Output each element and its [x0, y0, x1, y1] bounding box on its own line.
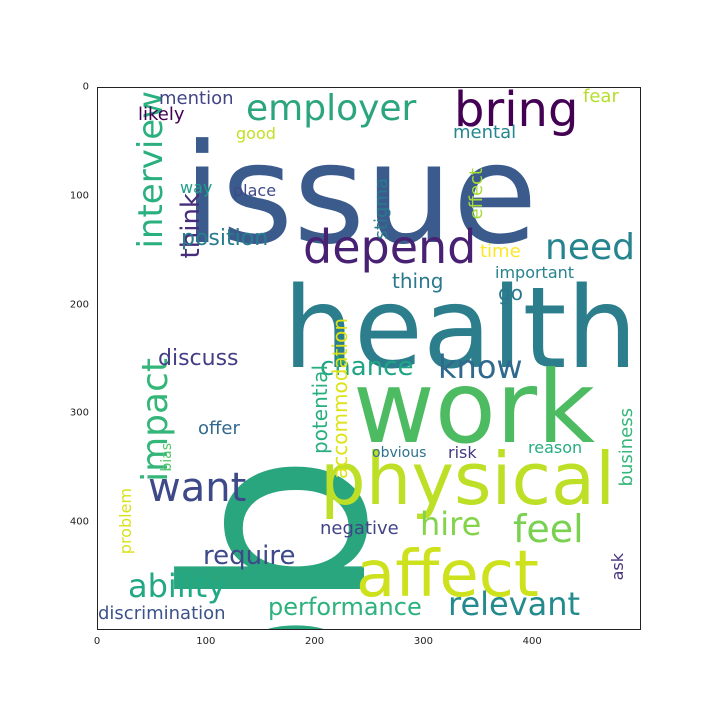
- word-chance: chance: [320, 352, 414, 382]
- word-health: health: [283, 264, 638, 394]
- word-discrimination: discrimination: [98, 603, 226, 624]
- x-tick-label: 400: [522, 636, 542, 647]
- word-offer: offer: [198, 418, 240, 439]
- word-position: position: [181, 226, 269, 251]
- word-bias: bias: [159, 443, 175, 472]
- word-potential: potential: [308, 365, 332, 454]
- x-tick-label: 200: [305, 636, 325, 647]
- word-require: require: [203, 541, 296, 571]
- x-tick-label: 100: [196, 636, 216, 647]
- word-affect: affect: [356, 538, 539, 612]
- word-go: go: [498, 281, 523, 305]
- word-ability: ability: [128, 567, 227, 605]
- word-bring: bring: [454, 87, 579, 138]
- y-tick-label: 400: [69, 516, 89, 528]
- word-need: need: [545, 227, 635, 268]
- word-business: business: [616, 408, 637, 487]
- wordcloud-plot: jobissuehealthworkphysicalaffectemployer…: [97, 87, 641, 630]
- word-ask: ask: [608, 553, 627, 581]
- x-tick-label: 0: [93, 636, 101, 647]
- word-mental: mental: [453, 122, 517, 143]
- word-likely: likely: [138, 104, 185, 125]
- word-risk: risk: [448, 443, 477, 462]
- word-employer: employer: [246, 88, 417, 129]
- word-depend: depend: [303, 220, 477, 274]
- word-negative: negative: [320, 518, 399, 539]
- word-fear: fear: [583, 87, 619, 107]
- word-problem: problem: [116, 488, 135, 555]
- word-stigma: stigma: [371, 178, 392, 240]
- word-personal: personal: [638, 508, 641, 578]
- word-hire: hire: [420, 505, 482, 543]
- word-discuss: discuss: [158, 346, 239, 371]
- word-want: want: [148, 465, 247, 511]
- y-tick-label: 0: [82, 81, 89, 93]
- word-issue: issue: [183, 114, 538, 275]
- word-mention: mention: [159, 88, 234, 109]
- word-time: time: [480, 241, 521, 262]
- y-tick-label: 300: [69, 407, 89, 419]
- word-physical: physical: [320, 437, 616, 521]
- word-thing: thing: [392, 269, 444, 293]
- y-tick-label: 200: [69, 299, 89, 311]
- word-place: place: [233, 181, 277, 200]
- word-feel: feel: [513, 507, 584, 551]
- x-tick-label: 300: [413, 636, 433, 647]
- word-know: know: [438, 348, 523, 386]
- word-good: good: [236, 124, 276, 143]
- word-way: way: [180, 178, 213, 197]
- word-performance: performance: [268, 593, 422, 621]
- word-effect: effect: [466, 168, 487, 220]
- word-reason: reason: [528, 438, 583, 457]
- word-important: important: [495, 263, 575, 282]
- y-tick-label: 100: [69, 190, 89, 202]
- word-work: work: [353, 349, 595, 466]
- word-accommodation: accommodation: [328, 318, 352, 479]
- word-obvious: obvious: [372, 445, 427, 461]
- word-relevant: relevant: [448, 585, 581, 623]
